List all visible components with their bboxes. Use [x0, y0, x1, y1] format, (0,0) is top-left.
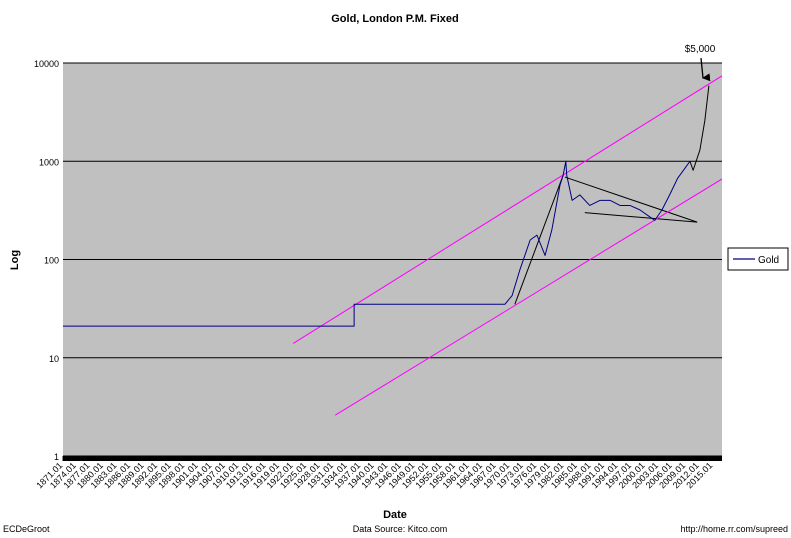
y-tick-label: 100	[44, 256, 59, 266]
y-tick-label: 1	[54, 452, 59, 462]
y-tick-label: 10000	[34, 59, 59, 69]
x-axis	[63, 456, 722, 461]
y-tick-label: 10	[49, 354, 59, 364]
legend: Gold	[727, 247, 789, 271]
footer-right: http://home.rr.com/supreed	[680, 524, 788, 534]
footer-left: ECDeGroot	[3, 524, 50, 534]
y-axis-title: Log	[9, 250, 21, 270]
chart-title: Gold, London P.M. Fixed	[331, 13, 459, 25]
trend-line	[584, 212, 698, 223]
gold-line	[63, 160, 691, 327]
trend-line	[334, 178, 722, 416]
annotation: $5,000	[685, 44, 716, 55]
footer-center: Data Source: Kitco.com	[353, 524, 448, 534]
marks	[63, 75, 722, 416]
legend-label: Gold	[758, 255, 779, 266]
trend-line	[292, 75, 722, 344]
legend-box	[727, 247, 789, 271]
x-axis-title: Date	[383, 509, 407, 521]
y-tick-label: 1000	[39, 157, 59, 167]
annotation-arrow	[700, 57, 711, 82]
trend-line	[564, 176, 698, 223]
trend-line	[689, 85, 710, 171]
